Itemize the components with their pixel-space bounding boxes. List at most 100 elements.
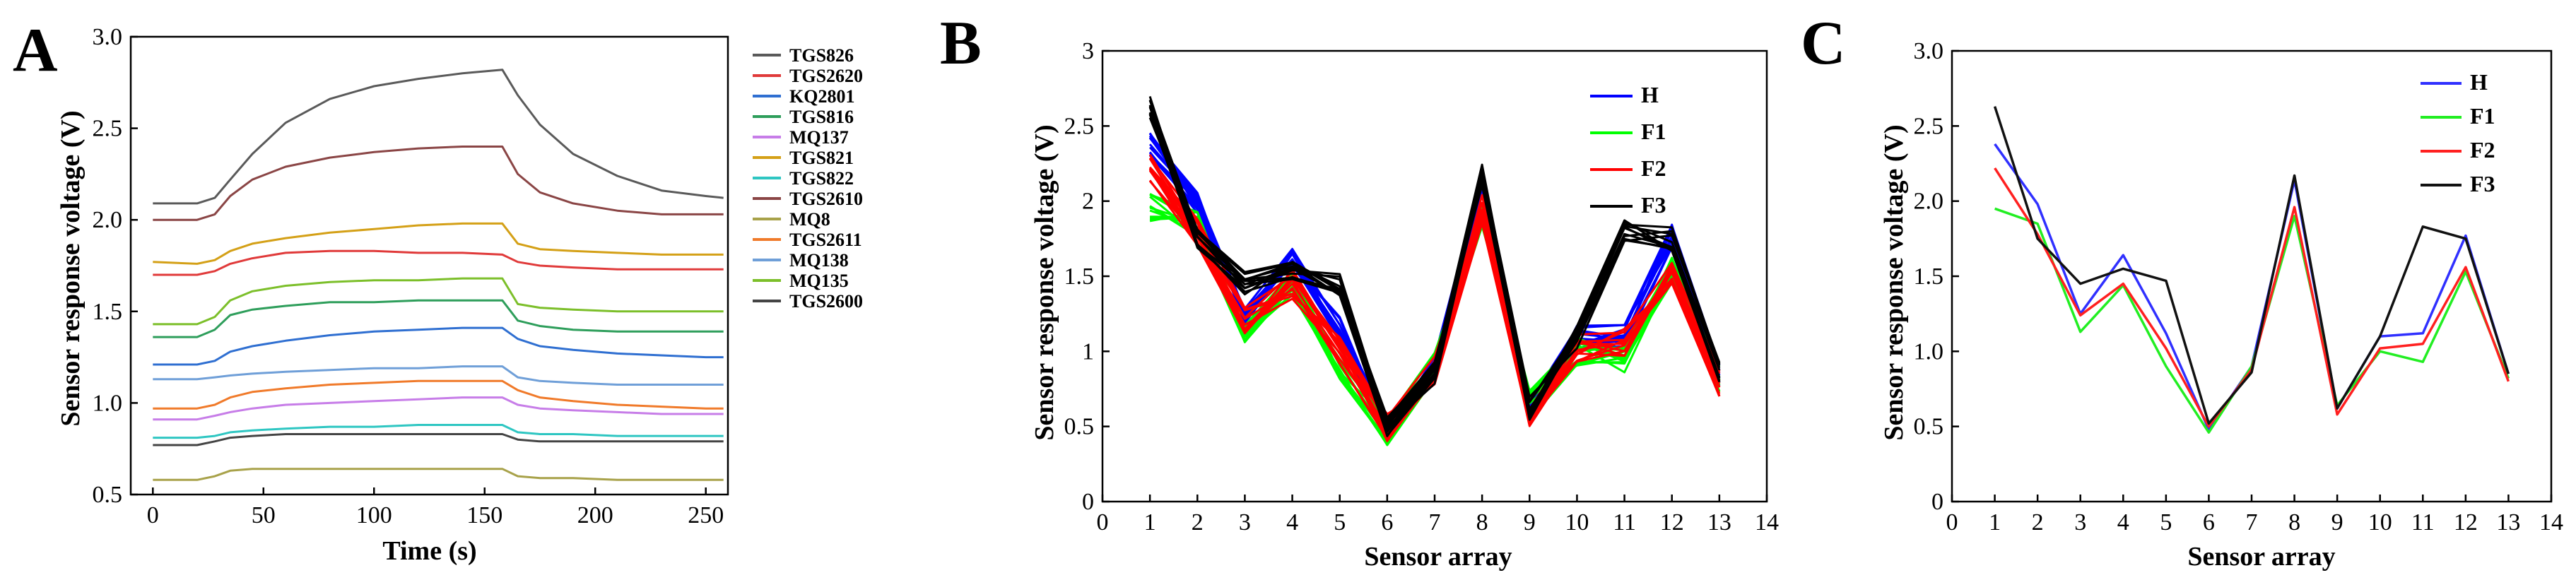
series-line <box>153 326 724 366</box>
series-line <box>153 396 724 421</box>
x-tick-label: 7 <box>2246 509 2258 535</box>
panel-c-letter: C <box>1801 9 1846 78</box>
y-tick-label: 0.5 <box>1914 414 1944 440</box>
y-tick-label: 2.5 <box>93 116 123 142</box>
y-tick-label: 1.0 <box>1914 338 1944 365</box>
legend-label: MQ137 <box>789 127 849 148</box>
x-tick-label: 14 <box>1755 509 1779 535</box>
x-tick-label: 4 <box>2117 509 2129 535</box>
legend-label: MQ135 <box>789 271 849 291</box>
x-tick-label: 1 <box>1144 509 1156 535</box>
legend-label: F2 <box>2470 137 2495 162</box>
panel-c-ylabel: Sensor response voltage (V) <box>1879 124 1909 440</box>
x-tick-label: 9 <box>1524 509 1536 535</box>
y-tick-label: 3 <box>1082 38 1094 64</box>
panel-a: A 0 50 100 150 200 250 0.5 1.0 1.5 2.0 2.5 3.0 TGS82… <box>13 16 863 566</box>
x-tick-label: 5 <box>2160 509 2172 535</box>
y-tick-label: 0.5 <box>93 482 123 508</box>
series-line <box>1994 207 2510 434</box>
y-tick-label: 1.5 <box>1064 264 1095 290</box>
x-tick-label: 11 <box>1613 509 1636 535</box>
legend-label: TGS2610 <box>789 189 863 209</box>
x-tick-label: 7 <box>1429 509 1441 535</box>
legend-label: TGS822 <box>789 168 854 189</box>
legend-label: TGS2600 <box>789 291 863 312</box>
x-tick-label: 250 <box>688 502 724 528</box>
y-tick-label: 2.0 <box>1914 189 1944 215</box>
x-tick-label: 2 <box>2032 509 2044 535</box>
panel-a-letter: A <box>13 16 58 85</box>
y-tick-label: 0 <box>1931 489 1943 515</box>
x-tick-label: 3 <box>2074 509 2086 535</box>
legend-label: F3 <box>1641 192 1666 218</box>
legend-label: H <box>2470 69 2488 95</box>
x-tick-label: 12 <box>1660 509 1684 535</box>
replicate-line <box>1148 100 1721 437</box>
panel-b-ylabel: Sensor response voltage (V) <box>1030 124 1059 440</box>
y-tick-label: 1 <box>1082 338 1094 365</box>
x-tick-label: 100 <box>356 502 392 528</box>
legend-label: KQ2801 <box>789 86 854 107</box>
series-line <box>1993 106 2510 425</box>
series-line <box>153 433 724 446</box>
series-line <box>153 424 724 439</box>
x-tick-label: 8 <box>2288 509 2300 535</box>
panel-a-plot-area: 0 50 100 150 200 250 0.5 1.0 1.5 2.0 2.5 3.0 TGS826T… <box>93 24 864 528</box>
x-tick-label: 0 <box>1097 509 1109 535</box>
x-tick-label: 13 <box>1707 509 1731 535</box>
x-tick-label: 3 <box>1239 509 1251 535</box>
legend-label: TGS2611 <box>789 230 862 250</box>
series-line <box>153 379 724 410</box>
legend: TGS826TGS2620KQ2801TGS816MQ137TGS821TGS8… <box>753 45 863 312</box>
x-tick-label: 1 <box>1989 509 2001 535</box>
series-line <box>1994 143 2510 431</box>
panel-a-xlabel: Time (s) <box>382 536 476 566</box>
x-tick-label: 50 <box>252 502 276 528</box>
legend-label: F1 <box>1641 119 1666 144</box>
series-line <box>153 468 724 481</box>
x-tick-label: 200 <box>577 502 613 528</box>
x-tick-label: 6 <box>1381 509 1393 535</box>
y-tick-label: 2.0 <box>93 207 123 233</box>
x-tick-label: 2 <box>1192 509 1204 535</box>
x-tick-label: 10 <box>2368 509 2392 535</box>
y-tick-label: 1.5 <box>1914 264 1944 290</box>
series-line <box>1994 167 2510 428</box>
y-tick-label: 0.5 <box>1064 414 1095 440</box>
panel-c-plot-area: 0 1 2 3 4 5 6 7 8 9 10 11 12 13 1400.51.01.52.02.53.0H… <box>1914 38 2564 535</box>
legend-label: TGS821 <box>789 148 854 168</box>
x-tick-label: 5 <box>1334 509 1346 535</box>
legend-label: F2 <box>1641 155 1666 181</box>
series-line <box>153 222 724 265</box>
legend-label: F1 <box>2470 103 2495 129</box>
legend-label: MQ138 <box>789 250 849 271</box>
series-line <box>153 277 724 326</box>
y-tick-label: 1.0 <box>93 390 123 416</box>
y-tick-label: 0 <box>1082 489 1094 515</box>
panel-b-xlabel: Sensor array <box>1364 542 1512 572</box>
panel-b-letter: B <box>940 9 982 78</box>
x-tick-label: 150 <box>466 502 502 528</box>
x-tick-label: 0 <box>147 502 159 528</box>
panel-a-ylabel: Sensor response voltage (V) <box>56 110 86 426</box>
series-line <box>153 69 724 205</box>
x-tick-label: 6 <box>2203 509 2215 535</box>
y-tick-label: 3.0 <box>93 24 123 50</box>
panel-b: B 0 1 2 3 4 5 6 7 8 9 10 11 12 13 1400.511.522.53HF1F2… <box>940 9 1779 572</box>
y-tick-label: 2.5 <box>1064 113 1095 139</box>
series-line <box>153 146 724 221</box>
x-tick-label: 14 <box>2539 509 2563 535</box>
x-tick-label: 13 <box>2496 509 2520 535</box>
series-line <box>153 299 724 338</box>
y-tick-label: 2.5 <box>1914 113 1944 139</box>
y-tick-label: 1.5 <box>93 299 123 325</box>
x-tick-label: 4 <box>1286 509 1298 535</box>
legend-label: MQ8 <box>789 209 830 230</box>
replicate-line <box>1148 105 1721 427</box>
y-tick-label: 2 <box>1082 189 1094 215</box>
legend-label: H <box>1641 82 1659 107</box>
series-line <box>153 365 724 386</box>
x-tick-label: 0 <box>1946 509 1958 535</box>
